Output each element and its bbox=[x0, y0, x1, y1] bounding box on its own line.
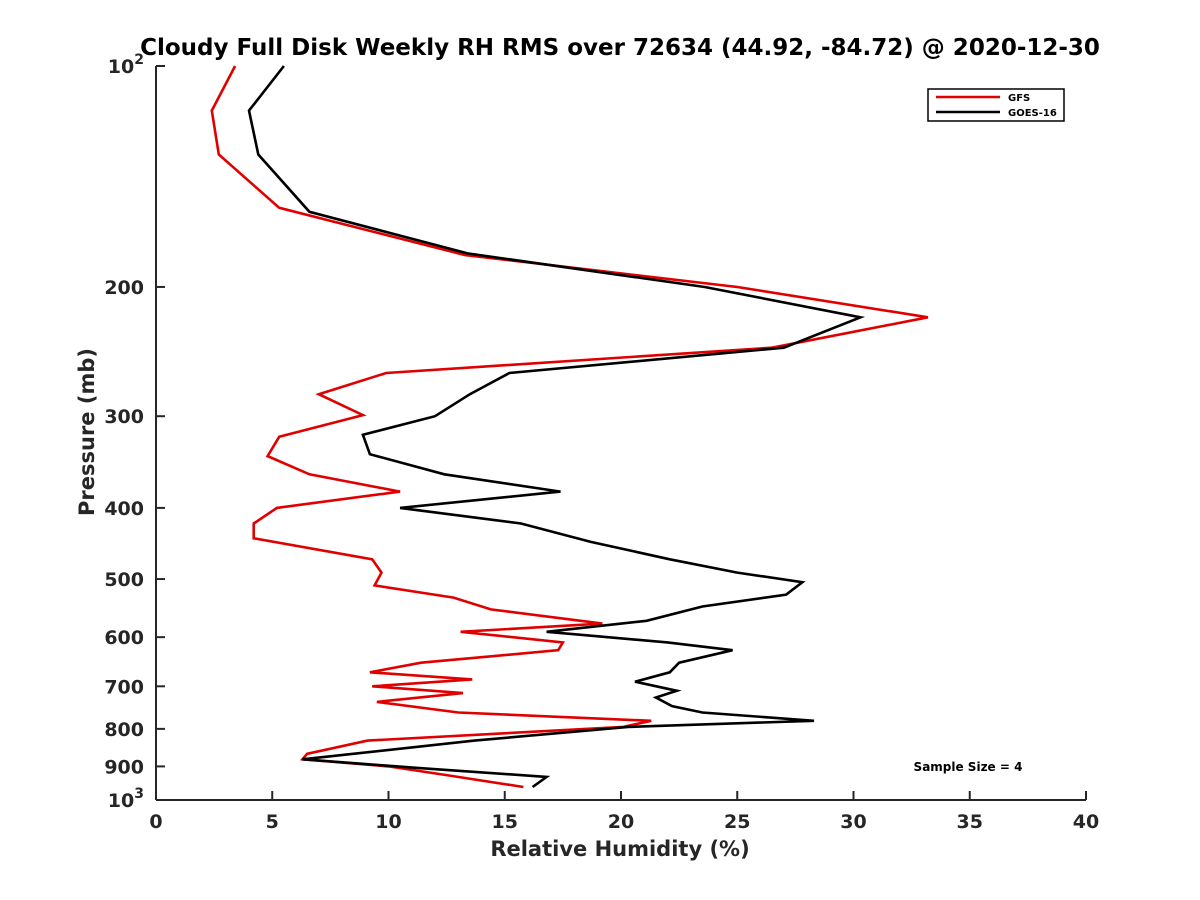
y-tick-label: 103 bbox=[108, 786, 144, 812]
series-layer bbox=[210, 65, 929, 789]
x-tick-label: 20 bbox=[608, 811, 634, 833]
x-tick-label: 0 bbox=[149, 811, 162, 833]
y-tick-label: 700 bbox=[104, 676, 144, 698]
x-tick-label: 25 bbox=[724, 811, 750, 833]
y-tick-label: 102 bbox=[108, 52, 144, 78]
series-line-goes-16 bbox=[247, 65, 866, 789]
y-axis-label: Pressure (mb) bbox=[75, 348, 99, 516]
chart-title: Cloudy Full Disk Weekly RH RMS over 7263… bbox=[140, 35, 1100, 61]
y-tick-label: 400 bbox=[104, 498, 144, 520]
x-tick-label: 30 bbox=[840, 811, 866, 833]
y-tick-label: 200 bbox=[104, 277, 144, 299]
y-tick-label: 500 bbox=[104, 569, 144, 591]
legend: GFS GOES-16 bbox=[927, 88, 1065, 122]
x-tick-label: 5 bbox=[266, 811, 279, 833]
y-tick-label: 900 bbox=[104, 756, 144, 778]
x-tick-label: 15 bbox=[492, 811, 518, 833]
x-tick-label: 35 bbox=[957, 811, 983, 833]
legend-label-gfs: GFS bbox=[1008, 93, 1030, 104]
x-tick-label: 10 bbox=[375, 811, 401, 833]
series-line-gfs bbox=[210, 65, 929, 789]
x-tick-label: 40 bbox=[1073, 811, 1099, 833]
legend-box bbox=[927, 88, 1065, 122]
y-tick-label: 300 bbox=[104, 406, 144, 428]
y-tick-label: 600 bbox=[104, 627, 144, 649]
legend-label-goes-16: GOES-16 bbox=[1008, 108, 1057, 119]
sample-size-annotation: Sample Size = 4 bbox=[914, 760, 1023, 774]
y-tick-label: 800 bbox=[104, 719, 144, 741]
plot-axes: 0 5 10 15 20 25 30 35 40 102 200 300 400 500 600 700 800… bbox=[104, 52, 1099, 833]
x-axis-label: Relative Humidity (%) bbox=[490, 837, 749, 861]
